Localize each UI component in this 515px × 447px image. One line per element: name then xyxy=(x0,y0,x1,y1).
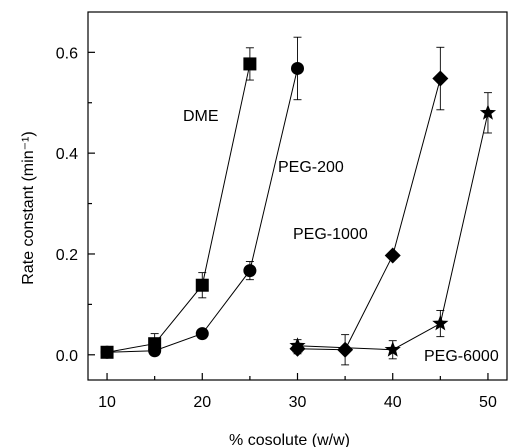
star-marker xyxy=(479,104,497,120)
y-tick-label: 0.2 xyxy=(56,247,78,264)
circle-marker xyxy=(195,327,209,341)
y-tick-label: 0.4 xyxy=(56,146,78,163)
series-label: DME xyxy=(183,108,219,125)
y-axis-title: Rate constant (min⁻¹) xyxy=(20,131,37,284)
x-axis-title: % cosolute (w/w) xyxy=(229,432,350,447)
circle-marker xyxy=(243,264,257,278)
series-line xyxy=(106,63,251,353)
star-marker xyxy=(289,337,306,353)
x-tick-label: 30 xyxy=(289,394,307,411)
circle-marker xyxy=(148,344,162,358)
diamond-marker xyxy=(337,341,354,358)
square-marker xyxy=(243,57,257,71)
diamond-marker xyxy=(384,247,401,264)
series-label: PEG-6000 xyxy=(424,348,499,365)
y-tick-label: 0.0 xyxy=(56,348,78,365)
x-tick-label: 10 xyxy=(98,394,116,411)
diamond-marker xyxy=(432,70,449,87)
series-label: PEG-200 xyxy=(278,159,344,176)
star-marker xyxy=(384,341,401,357)
x-tick-label: 50 xyxy=(479,394,497,411)
circle-marker xyxy=(291,61,304,75)
series-line xyxy=(297,112,489,351)
plot-layer: 10 20 30 40 50 0.0 0.2 0.4 0.6 % cosolute (w/w) Ra… xyxy=(20,11,508,447)
x-tick-label: 20 xyxy=(193,394,211,411)
x-tick-label: 40 xyxy=(384,394,402,411)
y-tick-label: 0.6 xyxy=(56,45,78,62)
circle-marker xyxy=(100,345,114,359)
series-label: PEG-1000 xyxy=(293,226,368,243)
star-marker xyxy=(432,315,449,331)
square-marker xyxy=(195,278,209,292)
series-line xyxy=(297,78,441,351)
